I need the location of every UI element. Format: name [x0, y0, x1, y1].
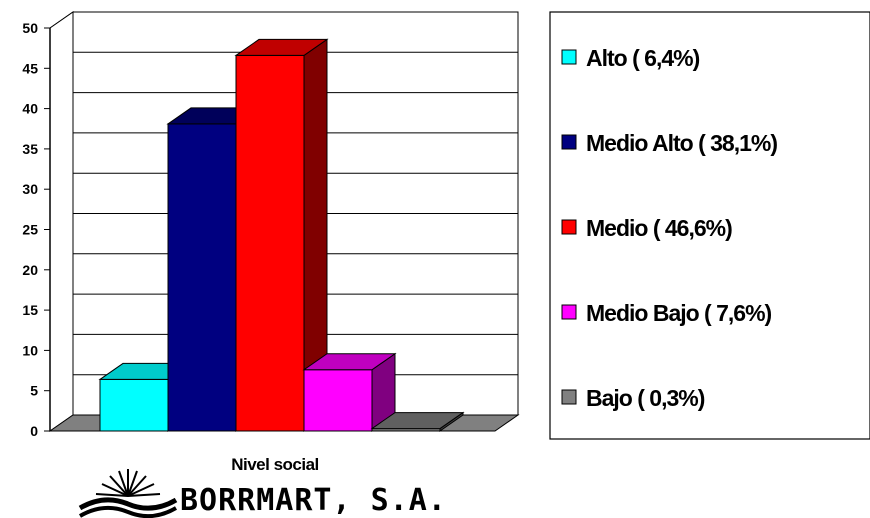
y-tick-label: 0 — [30, 423, 38, 439]
legend-label: Medio Bajo ( 7,6%) — [586, 300, 772, 326]
bar-front — [167, 123, 237, 432]
legend-item-0: Alto ( 6,4%) — [561, 45, 701, 71]
legend-swatch — [561, 134, 577, 150]
legend-label: Alto ( 6,4%) — [586, 45, 700, 71]
bar-top — [234, 38, 329, 56]
legend-label: Medio Alto ( 38,1%) — [586, 130, 777, 156]
bar-top — [302, 353, 397, 371]
y-tick-label: 10 — [22, 342, 38, 358]
legend-swatch — [561, 49, 577, 65]
y-tick-label: 45 — [22, 60, 38, 76]
y-tick-label: 15 — [22, 302, 38, 318]
legend-label: Bajo ( 0,3%) — [586, 385, 705, 411]
y-tick-label: 25 — [22, 222, 38, 238]
bar-top — [370, 412, 465, 430]
legend-item-1: Medio Alto ( 38,1%) — [561, 130, 778, 156]
bar-front — [235, 54, 305, 432]
y-tick-label: 40 — [22, 101, 38, 117]
legend-item-4: Bajo ( 0,3%) — [561, 385, 706, 411]
y-tick-label: 20 — [22, 262, 38, 278]
bar-front — [303, 369, 373, 432]
chart-side-wall — [49, 11, 74, 432]
legend-item-2: Medio ( 46,6%) — [561, 215, 733, 241]
legend-swatch — [561, 304, 577, 320]
legend-item-3: Medio Bajo ( 7,6%) — [561, 300, 773, 326]
y-tick-label: 50 — [22, 20, 38, 36]
sunburst-wave-icon — [78, 469, 178, 518]
logo-text: BORRMART, S.A. — [180, 483, 447, 518]
y-tick-label: 5 — [30, 383, 38, 399]
bar-front — [99, 378, 169, 432]
company-logo: BORRMART, S.A. — [78, 469, 447, 518]
legend-swatch — [561, 219, 577, 235]
bar-3 — [302, 352, 397, 432]
legend-box — [549, 11, 870, 440]
y-tick-label: 30 — [22, 181, 38, 197]
legend-label: Medio ( 46,6%) — [586, 215, 732, 241]
bars — [98, 38, 465, 432]
bar-2 — [234, 38, 329, 432]
legend: Alto ( 6,4%) Medio Alto ( 38,1%) Medio ( 4… — [561, 45, 778, 411]
legend-swatch — [561, 389, 577, 405]
bar-4 — [370, 411, 465, 432]
y-axis: 0 5 10 15 20 25 30 35 40 45 50 — [22, 20, 51, 439]
y-tick-label: 35 — [22, 141, 38, 157]
x-axis-label: Nivel social — [231, 455, 319, 474]
